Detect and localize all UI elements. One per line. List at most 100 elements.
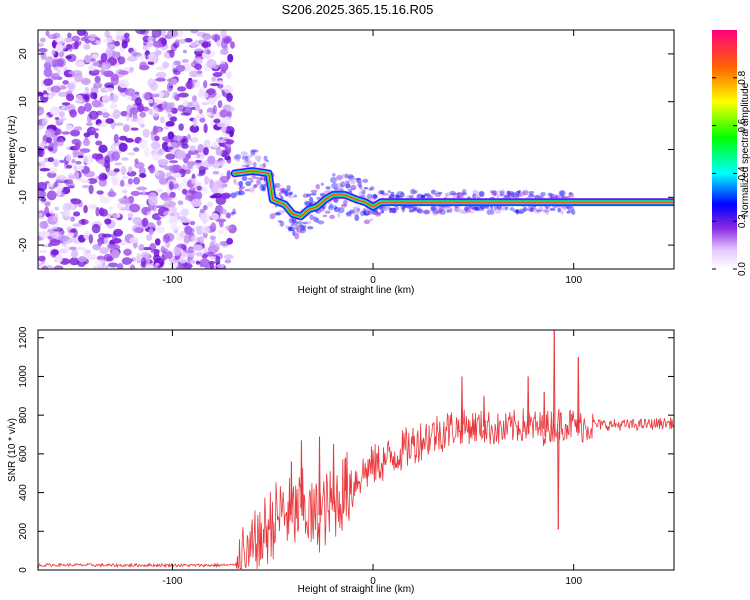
noise-blob — [140, 257, 147, 267]
noise-blob — [49, 238, 61, 247]
signal-halo — [454, 207, 460, 213]
noise-blob — [113, 133, 119, 144]
noise-blob — [121, 157, 129, 161]
noise-blob — [169, 160, 178, 164]
noise-blob — [192, 48, 204, 52]
snr-spike — [557, 431, 560, 530]
signal-halo — [522, 206, 528, 212]
colorbar: 0.0 0.2 0.4 0.6 0.8 Normalized spectral ampl… — [712, 30, 750, 276]
noise-blob — [65, 55, 72, 60]
noise-blob — [189, 227, 195, 234]
snr-spike — [333, 444, 335, 512]
noise-blob — [188, 79, 198, 83]
noise-blob — [128, 69, 134, 73]
noise-blob — [209, 83, 220, 87]
noise-blob — [77, 154, 84, 159]
noise-blob — [96, 190, 104, 195]
signal-halo — [472, 189, 479, 194]
signal-halo — [491, 190, 498, 196]
noise-blob — [152, 125, 158, 135]
noise-blob — [178, 92, 189, 98]
snr-spike — [318, 436, 321, 523]
noise-blob — [73, 126, 83, 131]
noise-blob — [56, 175, 67, 182]
noise-blob — [83, 230, 91, 240]
signal-halo — [401, 206, 406, 213]
y-tick-label: -20 — [18, 237, 29, 252]
noise-blob — [212, 181, 222, 190]
noise-blob — [155, 188, 164, 193]
noise-blob — [166, 250, 173, 260]
noise-blob — [139, 111, 147, 118]
noise-blob — [157, 128, 162, 132]
noise-blob — [84, 54, 92, 64]
noise-blob — [164, 200, 171, 205]
noise-blob — [66, 226, 71, 232]
x-tick-label: 100 — [565, 275, 582, 286]
noise-region — [38, 30, 237, 269]
signal-halo — [387, 190, 392, 194]
noise-blob — [195, 260, 201, 265]
noise-blob — [194, 159, 203, 164]
noise-blob — [217, 228, 225, 235]
signal-halo — [302, 226, 306, 231]
noise-blob — [74, 142, 81, 151]
signal-halo — [246, 160, 253, 166]
signal-halo — [528, 193, 535, 198]
noise-blob — [216, 139, 227, 143]
signal-halo — [315, 183, 320, 190]
signal-halo — [254, 155, 262, 161]
noise-blob — [168, 164, 180, 174]
noise-blob — [154, 171, 160, 176]
noise-blob — [227, 53, 234, 63]
y-tick-label: 800 — [18, 406, 29, 423]
noise-blob — [155, 77, 167, 82]
signal-halo — [534, 211, 541, 214]
noise-blob — [104, 218, 112, 225]
signal-halo — [391, 209, 397, 214]
noise-blob — [95, 206, 100, 217]
noise-blob — [38, 255, 46, 262]
noise-blob — [136, 186, 148, 191]
signal-halo — [382, 192, 389, 196]
signal-halo — [496, 207, 504, 211]
signal-halo — [549, 207, 556, 211]
noise-blob — [102, 112, 110, 118]
noise-blob — [130, 127, 139, 131]
noise-blob — [114, 162, 123, 166]
noise-blob — [157, 158, 169, 166]
noise-blob — [107, 262, 119, 268]
signal-halo — [342, 199, 348, 206]
noise-blob — [70, 129, 81, 137]
noise-blob — [203, 186, 208, 195]
noise-blob — [229, 41, 235, 49]
signal-halo — [329, 214, 336, 220]
noise-blob — [204, 175, 209, 186]
signal-halo — [544, 210, 549, 215]
noise-blob — [158, 177, 168, 185]
signal-halo — [353, 210, 360, 216]
signal-halo — [253, 183, 259, 188]
noise-blob — [146, 211, 152, 216]
noise-blob — [217, 100, 223, 109]
noise-blob — [94, 132, 99, 139]
y-tick-label: -10 — [18, 190, 29, 205]
noise-blob — [225, 116, 234, 121]
noise-blob — [44, 56, 54, 65]
noise-blob — [210, 212, 220, 221]
signal-halo — [446, 209, 450, 213]
colorbar-tick-label: 0.0 — [737, 262, 748, 276]
noise-blob — [55, 253, 63, 263]
noise-blob — [187, 163, 193, 170]
noise-blob — [162, 234, 171, 244]
noise-blob — [130, 190, 141, 196]
noise-blob — [113, 168, 120, 173]
noise-blob — [40, 37, 46, 43]
signal-halo — [496, 193, 500, 199]
signal-halo — [247, 154, 252, 159]
noise-blob — [65, 182, 75, 187]
signal-halo — [451, 192, 458, 196]
noise-blob — [46, 190, 57, 201]
noise-blob — [87, 178, 98, 184]
signal-halo — [238, 190, 245, 196]
